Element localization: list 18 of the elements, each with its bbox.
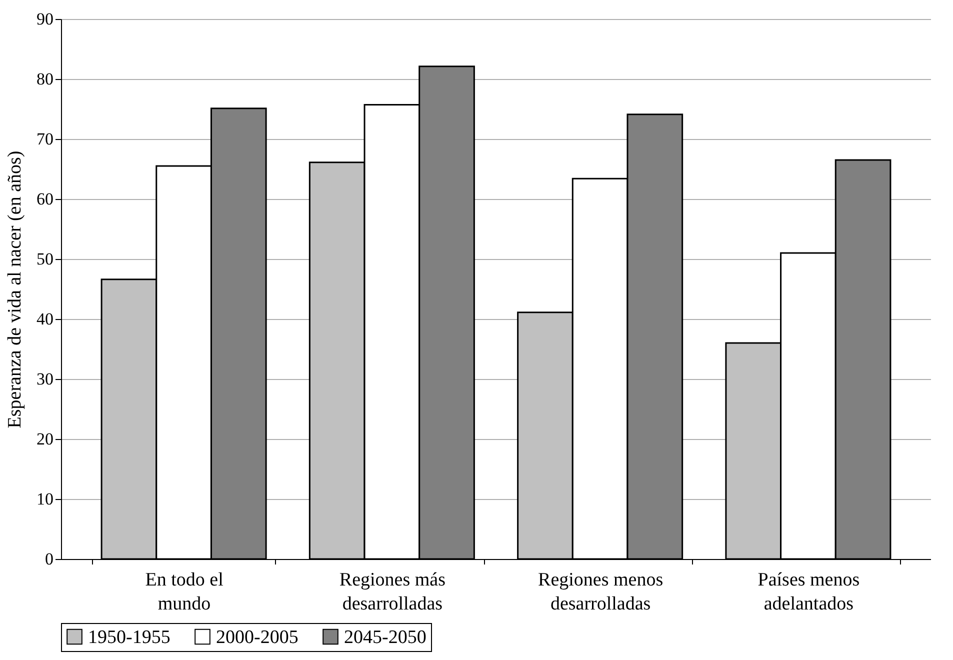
y-tick-label: 40 bbox=[36, 310, 54, 328]
legend-label: 2000-2005 bbox=[216, 626, 298, 648]
y-tick-label: 70 bbox=[36, 130, 54, 148]
x-tick-label: Regiones más desarrolladas bbox=[339, 570, 446, 614]
y-tick-label: 30 bbox=[36, 370, 54, 388]
legend-label: 1950-1955 bbox=[88, 626, 170, 648]
legend-label: 2045-2050 bbox=[344, 626, 426, 648]
y-tick-label: 20 bbox=[36, 430, 54, 448]
y-tick-label: 50 bbox=[36, 250, 54, 268]
y-tick-label: 80 bbox=[36, 70, 54, 88]
x-tick-label: Países menos adelantados bbox=[758, 570, 860, 614]
x-tick-label: Regiones menos desarrolladas bbox=[538, 570, 664, 614]
y-tick-label: 60 bbox=[36, 190, 54, 208]
y-tick-label: 90 bbox=[36, 10, 54, 28]
y-tick-label: 10 bbox=[36, 490, 54, 508]
x-tick-label: En todo el mundo bbox=[145, 570, 224, 614]
y-axis-title: Esperanza de vida al nacer (en años) bbox=[4, 150, 26, 428]
y-tick-label: 0 bbox=[45, 550, 54, 568]
